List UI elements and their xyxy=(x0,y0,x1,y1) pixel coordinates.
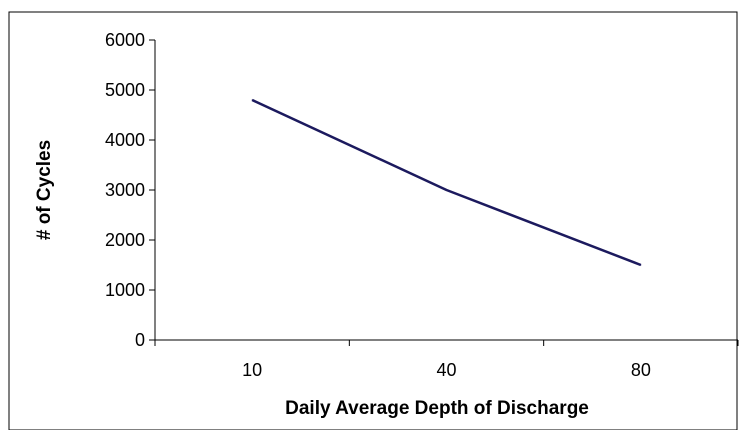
y-tick-label: 3000 xyxy=(105,180,145,200)
x-tick-label: 10 xyxy=(242,360,262,380)
chart-frame xyxy=(8,11,738,431)
x-tick-label: 40 xyxy=(436,360,456,380)
y-axis-label: # of Cycles xyxy=(34,140,55,240)
y-tick-label: 6000 xyxy=(105,30,145,50)
x-tick-label: 80 xyxy=(631,360,651,380)
data-point xyxy=(251,99,253,101)
series-group xyxy=(251,98,642,267)
y-tick-label: 0 xyxy=(135,330,145,350)
x-axis-ticks: 10 40 80 xyxy=(154,340,739,380)
y-tick-label: 2000 xyxy=(105,230,145,250)
data-point xyxy=(446,189,447,191)
y-tick-label: 5000 xyxy=(105,80,145,100)
y-axis-ticks: 0 1000 2000 3000 4000 5000 6000 xyxy=(105,30,155,350)
y-tick-label: 4000 xyxy=(105,130,145,150)
data-point xyxy=(640,264,642,266)
y-tick-label: 1000 xyxy=(105,280,145,300)
x-axis-label: Daily Average Depth of Discharge xyxy=(285,398,589,419)
